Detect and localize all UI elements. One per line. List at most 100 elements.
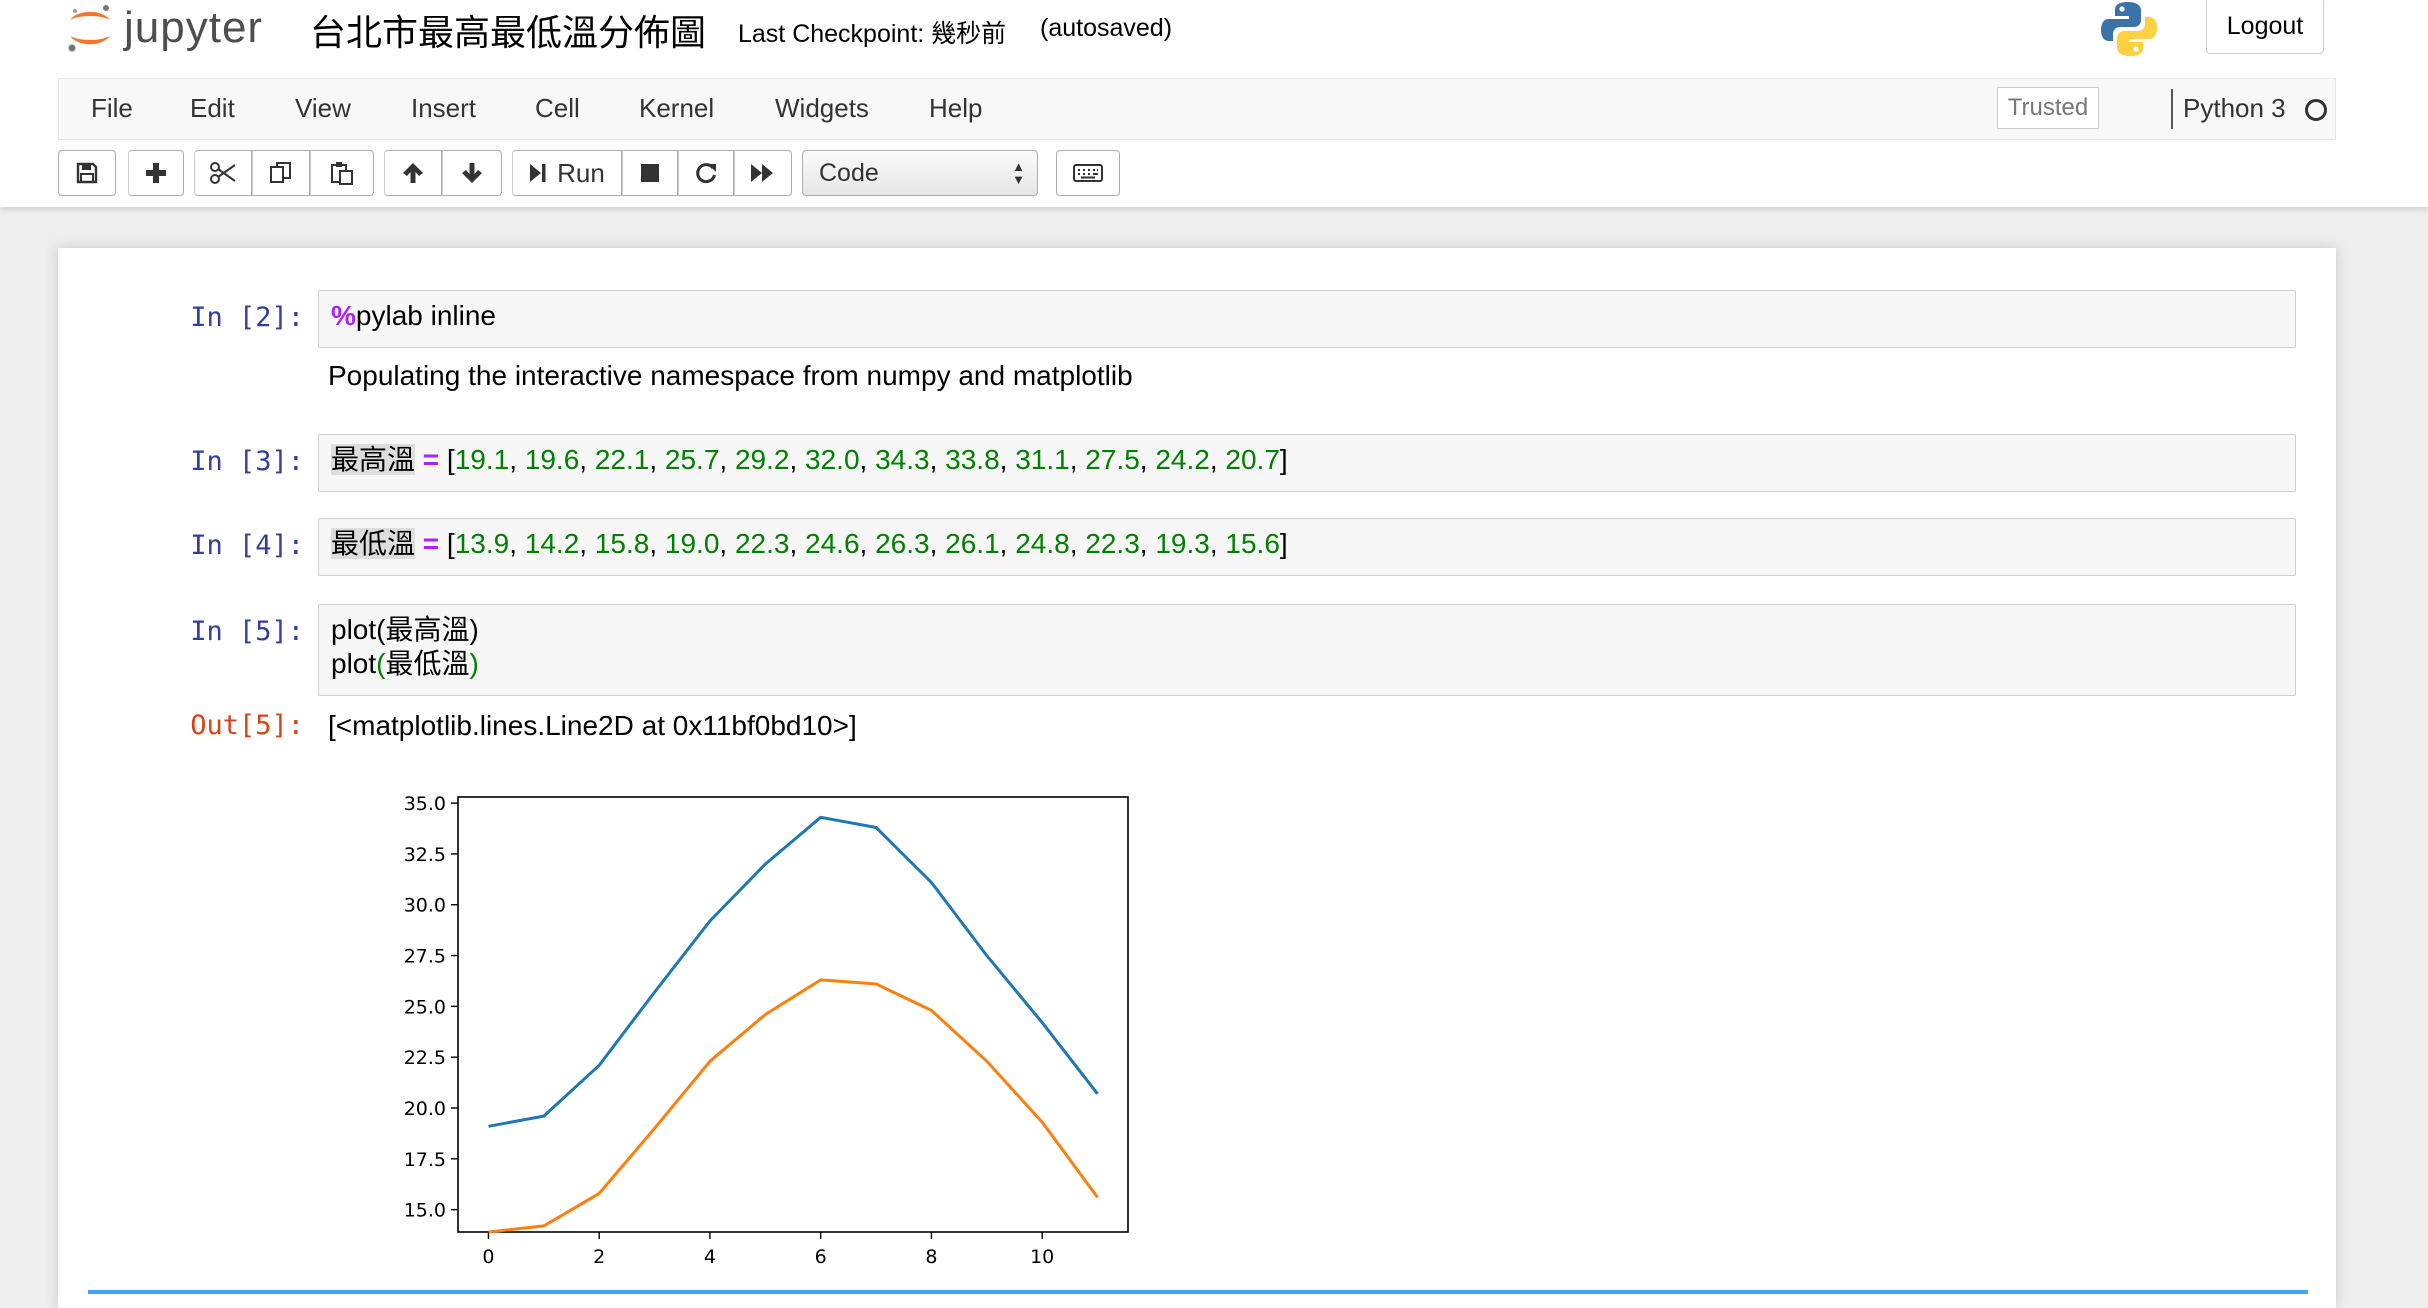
run-label: Run	[557, 157, 605, 188]
code-cell-input[interactable]: %pylab inline	[318, 290, 2296, 348]
menu-file[interactable]: File	[91, 93, 133, 123]
code-number: 22.3	[1085, 528, 1140, 559]
y-tick-label: 32.5	[404, 844, 446, 866]
code-number: 25.7	[664, 444, 720, 475]
y-tick-label: 20.0	[404, 1098, 446, 1120]
paste-icon	[331, 162, 353, 185]
cell-type-select[interactable]: Code ▲ ▼	[802, 150, 1038, 196]
series-line-high	[488, 815, 1099, 1128]
code-number: 34.3	[875, 444, 930, 475]
code-variable: 最高溫	[385, 614, 470, 645]
code-number: 14.2	[524, 528, 580, 559]
code-variable: 最低溫	[385, 648, 470, 679]
move-down-button[interactable]	[442, 150, 502, 196]
code-number: 13.9	[454, 528, 510, 559]
code-line: plot(最高溫)	[331, 613, 2283, 647]
cell-output-text: [<matplotlib.lines.Line2D at 0x11bf0bd10…	[328, 710, 857, 741]
interrupt-button[interactable]	[622, 150, 678, 196]
input-prompt: In [5]:	[190, 616, 304, 647]
code-number: 31.1	[1015, 444, 1070, 475]
copy-button[interactable]	[252, 150, 310, 196]
y-tick-label: 15.0	[404, 1200, 446, 1222]
restart-button[interactable]	[678, 150, 734, 196]
restart-icon	[696, 163, 716, 184]
command-palette-button[interactable]	[1056, 150, 1120, 196]
code-text: pylab inline	[355, 300, 497, 331]
x-tick-label: 10	[1030, 1246, 1054, 1268]
header: jupyter 台北市最高最低溫分佈圖 Last Checkpoint: 幾秒前…	[0, 0, 2428, 207]
code-number: 15.6	[1225, 528, 1280, 559]
save-button[interactable]	[58, 150, 116, 196]
code-line: plot(最低溫)	[331, 647, 2283, 681]
code-number: 33.8	[945, 444, 1000, 475]
menu-edit[interactable]: Edit	[190, 93, 235, 123]
code-paren-match: )	[469, 648, 479, 679]
x-tick-label: 6	[815, 1246, 827, 1268]
menu-widgets[interactable]: Widgets	[775, 93, 869, 123]
code-cell-input[interactable]: 最高溫 = [19.1, 19.6, 22.1, 25.7, 29.2, 32.…	[318, 434, 2296, 492]
code-number: 19.3	[1155, 528, 1210, 559]
code-number: 22.1	[594, 444, 650, 475]
x-tick-label: 8	[925, 1246, 937, 1268]
insert-cell-button[interactable]	[128, 150, 184, 196]
trusted-indicator[interactable]: Trusted	[1997, 87, 2099, 129]
code-number: 19.6	[524, 444, 580, 475]
code-text: plot(	[331, 614, 386, 645]
menu-cell[interactable]: Cell	[535, 93, 580, 123]
menu-bar: File Edit View Insert Cell Kernel Widget…	[58, 78, 2336, 140]
logout-button[interactable]: Logout	[2206, 0, 2324, 54]
code-number: 29.2	[734, 444, 790, 475]
code-cell-input[interactable]: plot(最高溫) plot(最低溫)	[318, 604, 2296, 696]
code-number: 15.8	[594, 528, 650, 559]
stop-icon	[641, 164, 659, 182]
code-paren-match: (	[376, 648, 386, 679]
code-number: 24.2	[1155, 444, 1210, 475]
move-up-button[interactable]	[384, 150, 442, 196]
notebook-name[interactable]: 台北市最高最低溫分佈圖	[310, 12, 707, 53]
python-logo-icon	[2100, 0, 2158, 63]
fast-forward-icon	[751, 164, 773, 182]
save-icon	[76, 162, 98, 184]
menu-insert[interactable]: Insert	[411, 93, 477, 123]
plus-icon	[146, 163, 166, 183]
arrow-up-icon	[403, 163, 423, 183]
line-chart: 15.0 17.5 20.0 22.5 25.0 27.5 30.0 32.5 35.0 0 2 4…	[404, 793, 1129, 1268]
jupyter-logo-text: jupyter	[124, 3, 264, 52]
last-checkpoint: Last Checkpoint: 幾秒前	[738, 20, 1007, 48]
code-variable: 最低溫	[331, 528, 416, 559]
copy-icon	[270, 162, 291, 183]
menu-kernel[interactable]: Kernel	[639, 93, 715, 123]
run-button[interactable]: Run	[512, 150, 622, 196]
selected-cell-indicator	[88, 1290, 2308, 1294]
cut-button[interactable]	[194, 150, 252, 196]
y-axis: 15.0 17.5 20.0 22.5 25.0 27.5 30.0 32.5 35.0	[404, 793, 458, 1222]
code-number: 22.3	[734, 528, 790, 559]
y-tick-label: 25.0	[404, 996, 446, 1018]
x-tick-label: 4	[704, 1246, 716, 1268]
menu-view[interactable]: View	[295, 93, 351, 123]
jupyter-logo[interactable]: jupyter	[66, 0, 263, 56]
code-cell-input[interactable]: 最低溫 = [13.9, 14.2, 15.8, 19.0, 22.3, 24.…	[318, 518, 2296, 576]
notebook-container: In [2]: %pylab inline Populating the int…	[58, 248, 2336, 1308]
code-number: 20.7	[1225, 444, 1280, 475]
code-number: 26.1	[945, 528, 1000, 559]
y-tick-label: 30.0	[404, 895, 446, 917]
restart-run-all-button[interactable]	[734, 150, 792, 196]
code-number: 27.5	[1085, 444, 1140, 475]
input-prompt: In [4]:	[190, 530, 304, 561]
plot-lines	[488, 815, 1099, 1234]
code-number: 24.8	[1015, 528, 1070, 559]
code-number: 26.3	[875, 528, 930, 559]
arrow-down-icon	[462, 163, 482, 183]
scissors-icon	[210, 162, 236, 184]
cell-output-text: Populating the interactive namespace fro…	[328, 360, 1133, 391]
code-number: 19.1	[454, 444, 510, 475]
code-number: 24.6	[805, 528, 860, 559]
menu-help[interactable]: Help	[929, 93, 983, 123]
code-number: 32.0	[805, 444, 860, 475]
code-number: 19.0	[664, 528, 720, 559]
kernel-name[interactable]: Python 3	[2183, 93, 2286, 123]
y-tick-label: 22.5	[404, 1047, 446, 1069]
paste-button[interactable]	[310, 150, 374, 196]
cell-type-value: Code	[819, 158, 879, 187]
